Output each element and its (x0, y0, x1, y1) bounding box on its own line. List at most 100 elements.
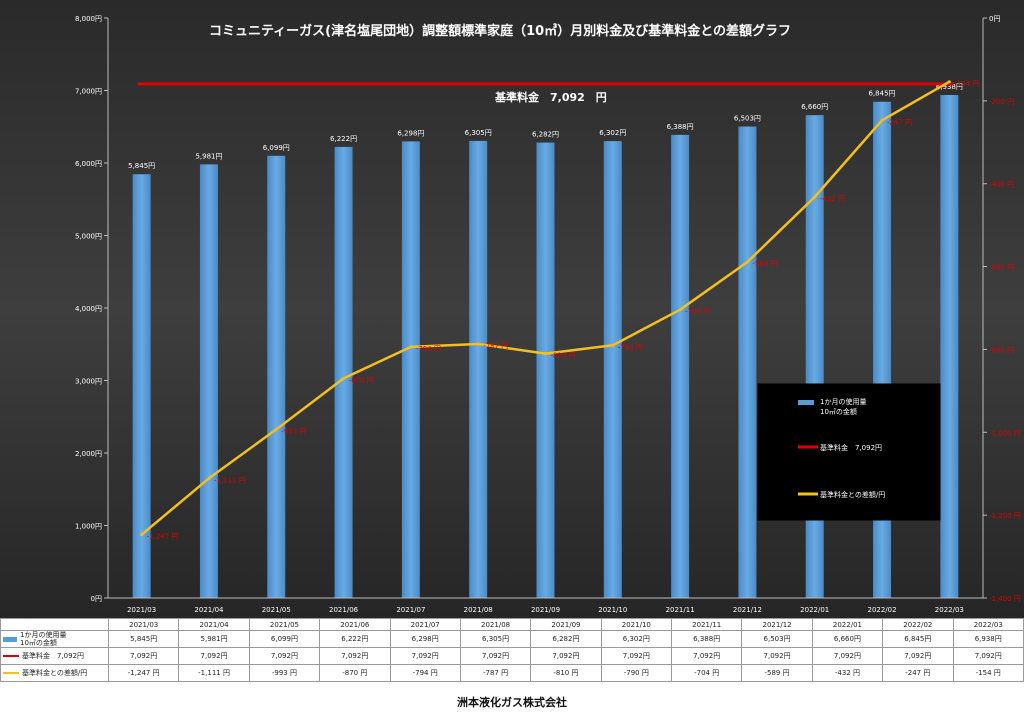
bar-2021/11 (671, 134, 690, 598)
table-cell: 7,092円 (530, 647, 602, 665)
difference-point-2021/09 (544, 352, 547, 356)
difference-point-2021/05 (274, 427, 278, 431)
table-cell: 7,092円 (248, 647, 321, 665)
table-header-cell: 2021/05 (248, 618, 321, 631)
difference-value-label: -787 円 (483, 342, 508, 350)
table-row: 基準料金との差額/円 -1,247 円 -1,111 円 -993 円 -870 円 -7… (0, 664, 1024, 682)
table-header-row: 2021/03 2021/04 2021/05 2021/06 2021/07 2021/… (0, 618, 1024, 631)
table-row-label: 1か月の使用量 10㎥の金額 (20, 631, 67, 647)
bar-series: 5,845円 5,981円 6,099円 6,222円 6,298円 6,305円 6,28… (128, 83, 963, 599)
bar-2021/06 (334, 146, 353, 598)
table-row-label: 基準料金 7,092円 (22, 652, 85, 660)
bar-value-label: 6,302円 (599, 129, 626, 137)
table-cell: 6,388円 (670, 630, 743, 648)
table-header-cell: 2022/01 (811, 618, 884, 631)
difference-value-label: -794 円 (416, 345, 441, 353)
left-axis-tick-label: 8,000円 (75, 15, 102, 23)
legend-base-label: 基準料金 7,092円 (820, 443, 882, 452)
x-axis-tick-label: 2022/02 (867, 606, 896, 614)
difference-value-label: -810 円 (551, 352, 576, 360)
table-cell: 6,305円 (459, 630, 532, 648)
table-row: 基準料金 7,092円 7,092円 7,092円 7,092円 7,092円 7,092… (0, 647, 1024, 665)
table-cell: 7,092円 (952, 647, 1024, 665)
bar-2021/07 (401, 141, 420, 598)
table-cell: -1,111 円 (178, 664, 250, 682)
difference-point-2021/06 (342, 376, 346, 380)
bar-value-label: 6,845円 (869, 90, 896, 98)
bar-value-label: 6,660円 (801, 103, 828, 111)
table-header-cell: 2021/03 (107, 618, 180, 631)
legend-bar-swatch (798, 400, 814, 405)
difference-point-2021/08 (476, 342, 480, 346)
left-axis-tick-label: 3,000円 (75, 378, 102, 386)
company-footer: 洲本液化ガス株式会社 (457, 696, 567, 709)
table-cell: 6,845円 (882, 630, 954, 648)
left-axis-tick-label: 1,000円 (75, 523, 102, 531)
table-row-swatch (3, 655, 19, 657)
right-axis-tick-label: 0円 (989, 15, 1000, 23)
legend-bar-label: 1か月の使用量 10㎥の金額 (820, 397, 866, 416)
table-cell: 6,938円 (952, 630, 1024, 648)
table-row-swatch (3, 672, 19, 674)
bar-2021/09 (536, 142, 555, 598)
table-header-cell: 2022/03 (952, 618, 1024, 631)
table-row: 1か月の使用量 10㎥の金額 5,845円 5,981円 6,099円 6,222円 6,… (0, 630, 1024, 648)
bar-value-label: 5,845円 (128, 162, 155, 170)
difference-value-label: -870 円 (349, 376, 374, 384)
table-cell: 7,092円 (811, 647, 884, 665)
bar-value-label: 6,305円 (465, 129, 492, 137)
right-axis-tick-label: -200 円 (989, 98, 1014, 106)
right-axis-tick-label: -800 円 (989, 346, 1014, 354)
difference-line-series: -1,247 円 -1,111 円 -993 円 -870 円 -794 円 -787 円… (140, 80, 979, 541)
table-cell: -787 円 (459, 664, 532, 682)
table-cell: 6,302円 (600, 630, 673, 648)
left-axis-tick-label: 4,000円 (75, 305, 102, 313)
right-axis: 0円 -200 円 -400 円 -600 円 -800 円 -1,000 円 -1,200… (982, 15, 1021, 603)
table-cell: 6,298円 (389, 630, 461, 648)
x-axis-tick-label: 2022/01 (800, 606, 829, 614)
table-header-cell: 2021/10 (600, 618, 673, 631)
table-header-cell: 2021/11 (670, 618, 743, 631)
x-axis-tick-label: 2021/10 (598, 606, 627, 614)
right-axis-tick-label: -1,400 円 (989, 595, 1021, 603)
bar-value-label: 6,222円 (330, 135, 357, 143)
table-header-cell: 2021/04 (178, 618, 250, 631)
table-row-header: 基準料金との差額/円 (0, 664, 109, 682)
bar-2021/05 (267, 155, 286, 598)
difference-value-label: -589 円 (752, 260, 777, 268)
right-axis-tick-label: -400 円 (989, 181, 1014, 189)
bar-value-label: 6,099円 (263, 144, 290, 152)
table-cell: 7,092円 (741, 647, 813, 665)
difference-value-label: -704 円 (685, 308, 710, 316)
table-cell: -247 円 (882, 664, 954, 682)
difference-point-2021/11 (678, 308, 682, 312)
chart-svg: コミュニティーガス(津名塩尾団地）調整額標準家庭（10㎥）月別料金及び基準料金と… (0, 0, 1024, 618)
table-cell: -1,247 円 (107, 664, 180, 682)
difference-value-label: -790 円 (618, 343, 643, 351)
difference-value-label: -432 円 (820, 195, 845, 203)
table-cell: 7,092円 (389, 647, 461, 665)
left-axis-tick-label: 0円 (91, 595, 102, 603)
difference-value-label: -1,247 円 (147, 533, 179, 541)
difference-point-2022/03 (947, 80, 951, 84)
table-cell: 7,092円 (600, 647, 673, 665)
x-axis-tick-label: 2021/04 (194, 606, 224, 614)
x-axis-tick-label: 2021/05 (262, 606, 291, 614)
table-cell: 7,092円 (670, 647, 743, 665)
table-cell: 6,660円 (811, 630, 884, 648)
table-header-cell: 2022/02 (882, 618, 954, 631)
difference-point-2021/10 (611, 343, 615, 347)
difference-point-2021/04 (207, 476, 211, 480)
difference-point-2021/07 (409, 345, 413, 349)
chart-title: コミュニティーガス(津名塩尾団地）調整額標準家庭（10㎥）月別料金及び基準料金と… (209, 23, 791, 39)
x-axis-tick-label: 2021/07 (396, 606, 425, 614)
x-axis-tick-label: 2021/12 (733, 606, 762, 614)
legend-box (757, 383, 941, 521)
bar-2022/02 (873, 101, 892, 599)
bar-2021/04 (199, 164, 218, 598)
data-table: 2021/03 2021/04 2021/05 2021/06 2021/07 2021/… (0, 618, 1024, 682)
bar-value-label: 5,981円 (195, 152, 222, 160)
left-axis-tick-label: 6,000円 (75, 160, 102, 168)
base-rate-annotation: 基準料金 7,092 円 (494, 90, 607, 104)
table-header-cell: 2021/12 (741, 618, 813, 631)
